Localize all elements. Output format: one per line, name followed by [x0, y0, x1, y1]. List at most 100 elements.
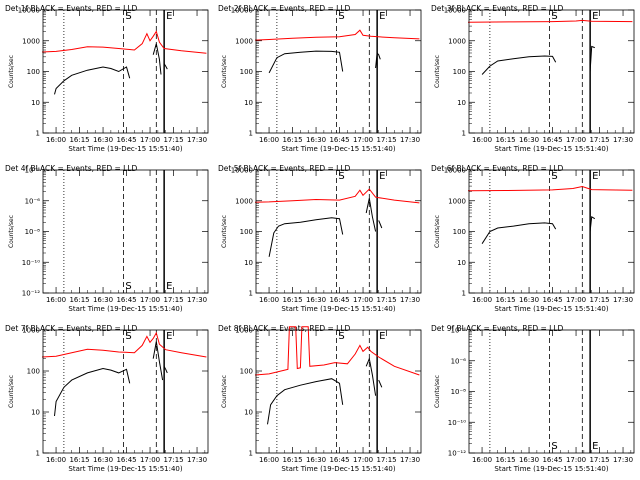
marker-S-label: S [338, 331, 344, 342]
panel-det-8: Det 8f BLACK = Events, RED = LLD Counts/s… [218, 324, 422, 473]
y-axis-label: Counts/sec [434, 375, 441, 408]
y-tick-label: 10 [244, 259, 253, 267]
marker-S-label: S [338, 11, 344, 22]
x-tick-label: 16:00 [472, 296, 492, 304]
y-tick-label: 1 [36, 450, 40, 458]
y-tick-label: 10000 [18, 7, 40, 15]
y-tick-label: 100 [240, 368, 253, 376]
x-tick-label: 16:00 [472, 456, 492, 464]
series-lld-line [254, 326, 420, 376]
y-tick-label: 10⁻⁴ [25, 167, 41, 175]
y-axis-label: Counts/sec [434, 55, 441, 88]
marker-E-label: E [592, 11, 598, 22]
x-tick-label: 16:45 [542, 296, 562, 304]
y-tick-label: 1 [462, 130, 466, 138]
marker-E-label: E [166, 331, 172, 342]
y-tick-label: 10⁻⁶ [25, 197, 41, 205]
x-tick-label: 17:00 [140, 136, 160, 144]
y-tick-label: 10000 [444, 167, 466, 175]
x-tick-label: 16:45 [329, 136, 349, 144]
marker-S-label: S [125, 11, 131, 22]
y-tick-label: 10 [244, 409, 253, 417]
x-axis-label: Start Time (19-Dec-15 15:51:40) [494, 465, 608, 473]
x-tick-label: 17:15 [163, 136, 183, 144]
marker-E-label: E [379, 11, 385, 22]
panel-det-3: Det 3f BLACK = Events, RED = LLD Counts/s… [431, 4, 635, 153]
y-tick-label: 10 [31, 99, 40, 107]
series-events-line [267, 356, 383, 425]
marker-E-label: E [379, 171, 385, 182]
y-tick-label: 10 [457, 99, 466, 107]
marker-S-label: S [551, 11, 557, 22]
x-tick-label: 17:30 [613, 456, 633, 464]
y-tick-label: 1000 [235, 37, 253, 45]
marker-E-label: E [592, 441, 598, 452]
x-tick-label: 16:15 [495, 136, 515, 144]
x-tick-label: 16:15 [495, 456, 515, 464]
x-axis-label: Start Time (19-Dec-15 15:51:40) [68, 465, 182, 473]
y-tick-label: 100 [27, 68, 40, 76]
y-tick-label: 10000 [444, 7, 466, 15]
x-tick-label: 16:15 [69, 136, 89, 144]
x-tick-label: 16:00 [46, 296, 66, 304]
panel-det-5: Det 5f BLACK = Events, RED = LLD Counts/s… [218, 164, 422, 313]
x-tick-label: 17:30 [187, 296, 207, 304]
plot-frame [468, 329, 635, 454]
x-tick-label: 17:30 [613, 136, 633, 144]
panel-title: Det 8f BLACK = Events, RED = LLD [218, 324, 351, 333]
y-tick-label: 10⁻¹² [22, 290, 40, 298]
x-tick-label: 17:30 [187, 456, 207, 464]
marker-E-label: E [592, 171, 598, 182]
x-tick-label: 16:15 [69, 456, 89, 464]
x-tick-label: 16:30 [93, 296, 113, 304]
x-tick-label: 17:00 [140, 456, 160, 464]
panel-det-9: Det 9f BLACK = Events, RED = LLD Counts/s… [431, 324, 635, 473]
x-tick-label: 16:30 [519, 296, 539, 304]
plot-frame [468, 9, 635, 134]
y-tick-label: 10⁻⁸ [451, 388, 467, 396]
x-axis-label: Start Time (19-Dec-15 15:51:40) [281, 465, 395, 473]
x-tick-label: 17:30 [400, 136, 420, 144]
panel-title: Det 1f BLACK = Events, RED = LLD [5, 4, 138, 13]
y-tick-label: 1000 [448, 197, 466, 205]
marker-E-label: E [379, 331, 385, 342]
y-tick-label: 100 [240, 228, 253, 236]
plot-frame [42, 169, 209, 294]
x-tick-label: 16:00 [46, 456, 66, 464]
series-events-line [54, 43, 168, 95]
x-tick-label: 16:15 [69, 296, 89, 304]
series-events-line [268, 50, 381, 74]
x-tick-label: 16:30 [519, 136, 539, 144]
panel-det-7: Det 7f BLACK = Events, RED = LLD Counts/s… [5, 324, 209, 473]
x-tick-label: 17:00 [566, 296, 586, 304]
y-tick-label: 1 [249, 290, 253, 298]
panel-title: Det 4f BLACK = Events, RED = LLD [5, 164, 138, 173]
x-tick-label: 17:00 [353, 456, 373, 464]
y-tick-label: 100 [453, 68, 466, 76]
marker-S-label: S [125, 281, 131, 292]
x-axis-label: Start Time (19-Dec-15 15:51:40) [281, 305, 395, 313]
marker-S-label: S [551, 171, 557, 182]
series-events-line [481, 215, 596, 244]
y-axis-label: Counts/sec [8, 375, 15, 408]
y-tick-label: 10⁻¹² [448, 450, 466, 458]
x-tick-label: 16:45 [329, 456, 349, 464]
x-tick-label: 17:30 [187, 136, 207, 144]
x-tick-label: 17:00 [566, 136, 586, 144]
x-tick-label: 17:00 [353, 136, 373, 144]
y-tick-label: 10000 [231, 167, 253, 175]
x-tick-label: 16:45 [116, 456, 136, 464]
y-tick-label: 1000 [22, 327, 40, 335]
panel-det-6: Det 6f BLACK = Events, RED = LLD Counts/s… [431, 164, 635, 313]
y-tick-label: 10⁻⁸ [25, 228, 41, 236]
panel-det-4: Det 4f BLACK = Events, RED = LLD Counts/s… [5, 164, 209, 313]
plot-frame [468, 169, 635, 294]
x-tick-label: 17:15 [589, 296, 609, 304]
x-tick-label: 16:30 [93, 456, 113, 464]
x-tick-label: 16:30 [93, 136, 113, 144]
series-lld-line [41, 30, 207, 54]
y-tick-label: 10 [244, 99, 253, 107]
y-tick-label: 10⁻¹⁰ [22, 259, 40, 267]
x-tick-label: 16:00 [259, 296, 279, 304]
y-tick-label: 10⁻⁴ [451, 327, 467, 335]
